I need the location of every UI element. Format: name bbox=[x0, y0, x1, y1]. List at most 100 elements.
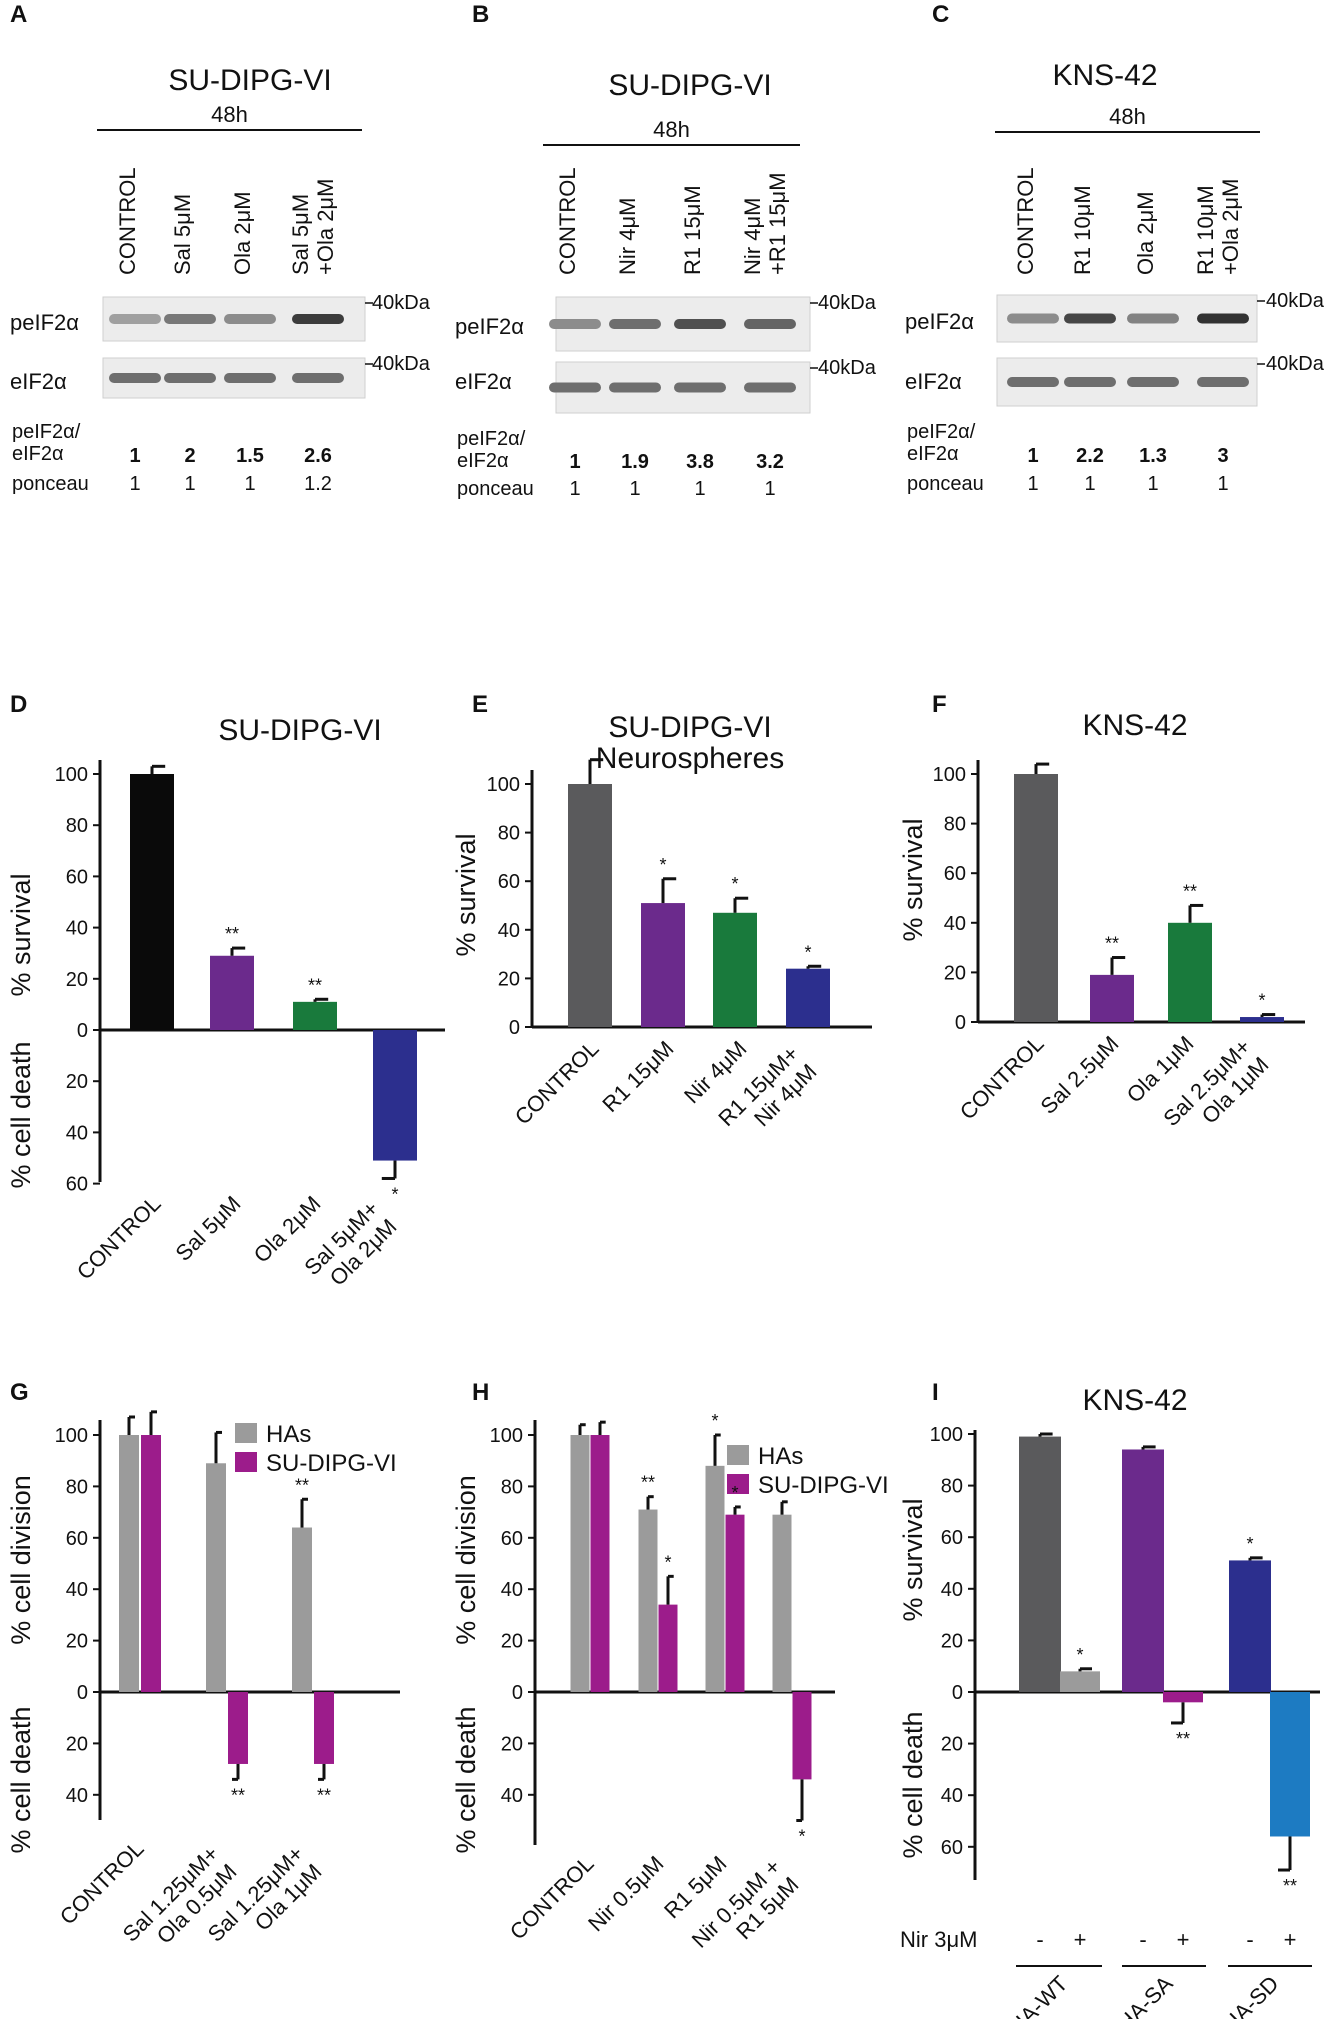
lane-label: +R1 15μM bbox=[765, 172, 790, 275]
significance-mark: ** bbox=[317, 1785, 331, 1805]
blot-band bbox=[1064, 377, 1116, 387]
ratio-value: 2 bbox=[184, 445, 195, 467]
significance-mark: ** bbox=[641, 1473, 655, 1493]
chart-title-E: SU-DIPG-VI bbox=[608, 711, 771, 744]
legend-label-HAs: HAs bbox=[758, 1443, 803, 1470]
bar-I-4 bbox=[1229, 1560, 1271, 1692]
marker-label: 40kDa bbox=[818, 357, 877, 379]
y-tick-label: 80 bbox=[501, 1476, 523, 1498]
bar-D-2 bbox=[293, 1001, 337, 1030]
ratio-value: 3.8 bbox=[686, 451, 714, 473]
y-tick-label: 40 bbox=[501, 1579, 523, 1601]
ratio-value: 1 bbox=[1027, 445, 1038, 467]
y-axis-label-survival: % survival bbox=[6, 873, 36, 996]
lane-label: Sal 5μM bbox=[288, 194, 313, 275]
lane-label: R1 10μM bbox=[1193, 185, 1218, 275]
bar-I-1 bbox=[1060, 1671, 1100, 1692]
blot-band bbox=[1007, 313, 1059, 324]
significance-mark: * bbox=[1076, 1645, 1083, 1665]
ponceau-value: 1.2 bbox=[304, 473, 332, 495]
category-label: CONTROL bbox=[510, 1036, 604, 1130]
y-tick-label: 60 bbox=[498, 871, 520, 893]
lane-label: Sal 5μM bbox=[170, 194, 195, 275]
bar-F-0 bbox=[1014, 774, 1058, 1022]
ponceau-label: ponceau bbox=[907, 473, 984, 495]
group-label: HA-SD bbox=[1217, 1971, 1283, 2019]
panel-label-G: G bbox=[10, 1379, 29, 1406]
y-tick-label: 60 bbox=[66, 1528, 88, 1550]
y-tick-label: 80 bbox=[498, 823, 520, 845]
lane-label: Nir 4μM bbox=[740, 198, 765, 275]
y-tick-label: 80 bbox=[941, 1476, 963, 1498]
y-tick-label: 40 bbox=[944, 913, 966, 935]
ponceau-value: 1 bbox=[1217, 473, 1228, 495]
y-tick-label: 100 bbox=[490, 1425, 523, 1447]
y-tick-label: 40 bbox=[941, 1579, 963, 1601]
significance-mark: ** bbox=[1183, 881, 1197, 901]
blot-band bbox=[109, 314, 161, 324]
treatment-sign: - bbox=[1246, 1927, 1253, 1952]
y-tick-label: 40 bbox=[498, 920, 520, 942]
ratio-label: eIF2α bbox=[457, 450, 509, 472]
y-tick-label: 20 bbox=[66, 1733, 88, 1755]
category-label: CONTROL bbox=[955, 1031, 1049, 1125]
blot-time-label: 48h bbox=[211, 102, 248, 127]
marker-label: 40kDa bbox=[1266, 290, 1325, 312]
panel-label-C: C bbox=[932, 1, 949, 28]
bar-G-SU-DIPG-VI bbox=[228, 1692, 248, 1764]
blot-band bbox=[549, 382, 601, 393]
chart-title-I: KNS-42 bbox=[1082, 1384, 1187, 1417]
significance-mark: ** bbox=[225, 924, 239, 944]
y-tick-label: 60 bbox=[66, 1174, 88, 1196]
bar-I-2 bbox=[1122, 1449, 1164, 1692]
bar-I-0 bbox=[1019, 1436, 1061, 1692]
y-tick-label: 40 bbox=[66, 1122, 88, 1144]
row-label-eIF2a: eIF2α bbox=[455, 369, 512, 394]
blot-band bbox=[292, 373, 344, 383]
ratio-value: 1.5 bbox=[236, 445, 264, 467]
ratio-value: 1 bbox=[129, 445, 140, 467]
y-tick-label: 0 bbox=[955, 1012, 966, 1034]
ponceau-value: 1 bbox=[694, 478, 705, 500]
significance-mark: ** bbox=[308, 975, 322, 995]
ratio-value: 1.3 bbox=[1139, 445, 1167, 467]
treatment-sign: - bbox=[1036, 1927, 1043, 1952]
bar-F-3 bbox=[1240, 1017, 1284, 1022]
y-axis-label-death: % cell death bbox=[6, 1706, 36, 1853]
y-tick-label: 80 bbox=[66, 815, 88, 837]
y-axis-label-division: % cell division bbox=[6, 1475, 36, 1645]
y-axis-label-death: % cell death bbox=[898, 1711, 928, 1858]
lane-label: Ola 2μM bbox=[230, 191, 255, 275]
lane-label: +Ola 2μM bbox=[313, 179, 338, 275]
significance-mark: ** bbox=[295, 1475, 309, 1495]
blot-band bbox=[609, 382, 661, 393]
panel-label-D: D bbox=[10, 691, 27, 718]
treatment-sign: + bbox=[1074, 1927, 1087, 1952]
ponceau-value: 1 bbox=[1147, 473, 1158, 495]
bar-H-HAs bbox=[638, 1509, 658, 1692]
group-label: HA-WT bbox=[1004, 1971, 1073, 2019]
ratio-value: 3.2 bbox=[756, 451, 784, 473]
y-tick-label: 100 bbox=[930, 1424, 963, 1446]
y-tick-label: 0 bbox=[77, 1682, 88, 1704]
bar-H-SU-DIPG-VI bbox=[792, 1692, 812, 1780]
ratio-label: eIF2α bbox=[907, 443, 959, 465]
row-label-peIF2a: peIF2α bbox=[10, 310, 79, 335]
legend-swatch-HAs bbox=[727, 1445, 749, 1465]
y-tick-label: 60 bbox=[944, 863, 966, 885]
y-tick-label: 40 bbox=[66, 918, 88, 940]
treatment-sign: - bbox=[1139, 1927, 1146, 1952]
blot-title-B: SU-DIPG-VI bbox=[608, 69, 771, 102]
blot-band bbox=[674, 382, 726, 393]
y-tick-label: 100 bbox=[487, 774, 520, 796]
bar-D-3 bbox=[373, 1030, 417, 1161]
category-label: Sal 2.5μM bbox=[1036, 1031, 1124, 1119]
y-tick-label: 60 bbox=[941, 1527, 963, 1549]
y-tick-label: 0 bbox=[77, 1020, 88, 1042]
legend-label-SU-DIPG-VI: SU-DIPG-VI bbox=[758, 1472, 889, 1499]
y-tick-label: 40 bbox=[66, 1579, 88, 1601]
blot-band bbox=[164, 314, 216, 324]
category-label: Nir 0.5μM bbox=[583, 1851, 668, 1936]
lane-label: R1 15μM bbox=[680, 185, 705, 275]
